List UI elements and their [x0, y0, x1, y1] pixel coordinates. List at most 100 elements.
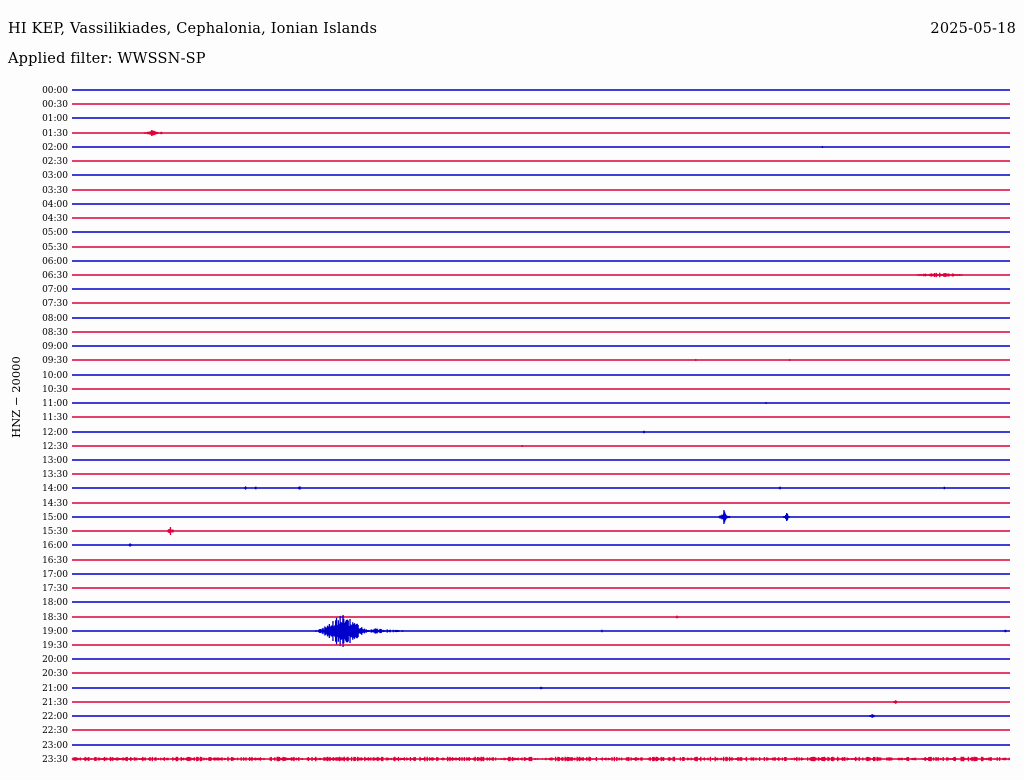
trace-row: 07:30 [0, 300, 1024, 314]
trace-row: 11:00 [0, 400, 1024, 414]
trace-row: 23:00 [0, 741, 1024, 756]
time-tick-label: 03:00 [42, 171, 68, 182]
trace-line[interactable] [72, 614, 1010, 647]
trace-row: 06:30 [0, 271, 1024, 286]
trace-line[interactable] [72, 123, 1010, 143]
time-tick-label: 19:30 [42, 640, 68, 651]
trace-line[interactable] [72, 194, 1010, 214]
trace-row: 20:30 [0, 670, 1024, 684]
time-tick-label: 04:00 [42, 199, 68, 210]
trace-line[interactable] [72, 293, 1010, 313]
trace-row: 04:30 [0, 215, 1024, 229]
time-tick-label: 20:00 [42, 655, 68, 666]
time-tick-label: 21:30 [42, 697, 68, 708]
time-tick-label: 09:30 [42, 356, 68, 367]
time-tick-label: 10:30 [42, 384, 68, 395]
trace-line[interactable] [72, 208, 1010, 228]
trace-line[interactable] [72, 308, 1010, 328]
trace-row: 05:00 [0, 229, 1024, 243]
time-tick-label: 00:00 [42, 86, 68, 96]
trace-line[interactable] [72, 436, 1010, 456]
trace-line[interactable] [72, 237, 1010, 257]
trace-row: 01:00 [0, 115, 1024, 129]
applied-filter-label: Applied filter: WWSSN-SP [8, 51, 206, 67]
trace-row: 02:00 [0, 143, 1024, 158]
trace-line[interactable] [72, 564, 1010, 584]
trace-line[interactable] [72, 706, 1010, 726]
trace-line[interactable] [72, 507, 1010, 527]
trace-row: 04:00 [0, 199, 1024, 215]
trace-line[interactable] [72, 365, 1010, 385]
trace-line[interactable] [72, 151, 1010, 171]
trace-line[interactable] [72, 94, 1010, 114]
trace-row: 00:00 [0, 87, 1024, 101]
trace-line[interactable] [72, 578, 1010, 598]
time-tick-label: 02:30 [42, 157, 68, 168]
trace-line[interactable] [72, 678, 1010, 698]
trace-line[interactable] [72, 550, 1010, 570]
trace-line[interactable] [72, 80, 1010, 100]
trace-row: 12:30 [0, 442, 1024, 457]
trace-line[interactable] [72, 180, 1010, 200]
time-tick-label: 14:00 [42, 484, 68, 495]
time-tick-label: 22:30 [42, 726, 68, 737]
trace-row: 16:00 [0, 542, 1024, 556]
trace-line[interactable] [72, 521, 1010, 541]
trace-row: 03:30 [0, 186, 1024, 201]
trace-line[interactable] [72, 407, 1010, 427]
time-tick-label: 07:00 [42, 285, 68, 296]
time-tick-label: 15:00 [42, 512, 68, 523]
trace-line[interactable] [72, 592, 1010, 612]
time-tick-label: 17:30 [42, 584, 68, 595]
time-tick-label: 05:30 [42, 242, 68, 253]
trace-line[interactable] [72, 692, 1010, 712]
trace-line[interactable] [72, 265, 1010, 285]
time-tick-label: 00:30 [42, 100, 68, 111]
time-tick-label: 22:00 [42, 712, 68, 723]
trace-line[interactable] [72, 279, 1010, 299]
time-tick-label: 06:00 [42, 256, 68, 267]
trace-line[interactable] [72, 137, 1010, 157]
trace-line[interactable] [72, 165, 1010, 185]
trace-line[interactable] [72, 251, 1010, 271]
trace-line[interactable] [72, 649, 1010, 669]
trace-row: 20:00 [0, 656, 1024, 670]
trace-line[interactable] [72, 535, 1010, 555]
trace-line[interactable] [72, 478, 1010, 498]
trace-row: 13:30 [0, 471, 1024, 485]
trace-line[interactable] [72, 720, 1010, 740]
date-label: 2025-05-18 [930, 21, 1016, 37]
trace-line[interactable] [72, 379, 1010, 399]
time-tick-label: 11:30 [42, 413, 68, 424]
trace-row: 16:30 [0, 556, 1024, 571]
time-tick-label: 08:30 [42, 327, 68, 338]
trace-line[interactable] [72, 735, 1010, 755]
time-tick-label: 13:00 [42, 455, 68, 466]
trace-line[interactable] [72, 322, 1010, 342]
time-tick-label: 05:00 [42, 228, 68, 239]
trace-line[interactable] [72, 450, 1010, 470]
time-tick-label: 17:00 [42, 569, 68, 580]
trace-line[interactable] [72, 108, 1010, 128]
trace-row: 13:00 [0, 455, 1024, 471]
trace-line[interactable] [72, 422, 1010, 442]
trace-row: 03:00 [0, 172, 1024, 186]
trace-line[interactable] [72, 222, 1010, 242]
time-tick-label: 04:30 [42, 214, 68, 225]
trace-line[interactable] [72, 350, 1010, 370]
trace-line[interactable] [72, 635, 1010, 655]
trace-row: 17:00 [0, 569, 1024, 585]
trace-line[interactable] [72, 393, 1010, 413]
trace-row: 22:00 [0, 713, 1024, 727]
trace-line[interactable] [72, 464, 1010, 484]
trace-row: 15:30 [0, 527, 1024, 542]
trace-line[interactable] [72, 336, 1010, 356]
trace-row: 10:30 [0, 384, 1024, 400]
trace-row: 05:30 [0, 242, 1024, 258]
trace-line[interactable] [72, 663, 1010, 683]
trace-line[interactable] [72, 493, 1010, 513]
trace-line[interactable] [71, 749, 1010, 769]
header: HI KEP, Vassilikiades, Cephalonia, Ionia… [0, 0, 1024, 76]
trace-row: 06:00 [0, 256, 1024, 272]
